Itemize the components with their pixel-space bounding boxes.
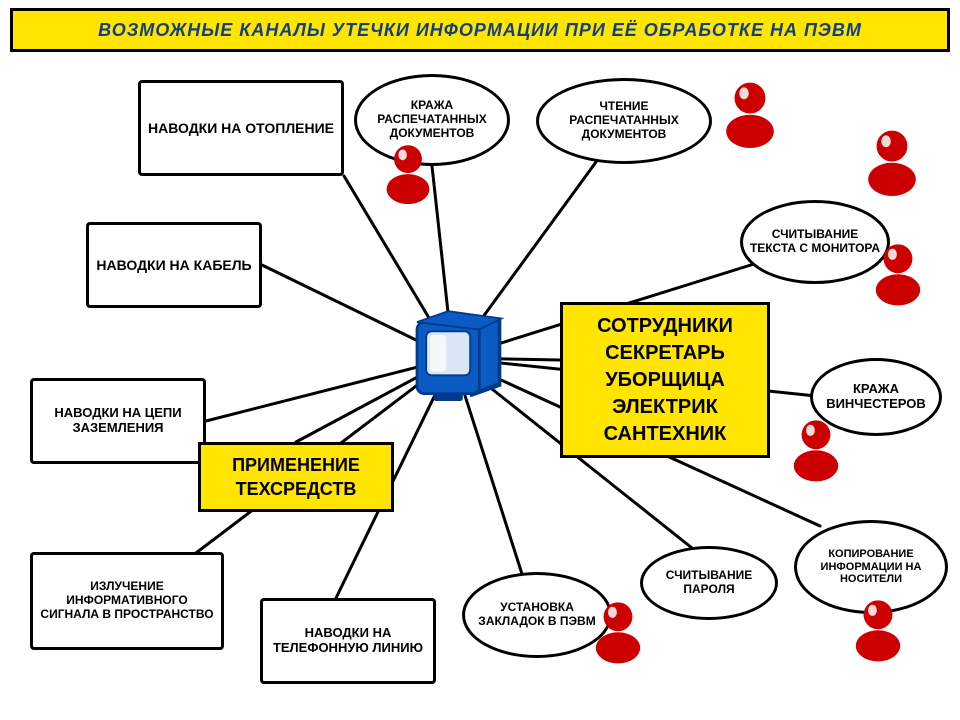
hub-tech: ПРИМЕНЕНИЕ ТЕХСРЕДСТВ — [198, 442, 394, 512]
title-banner: ВОЗМОЖНЫЕ КАНАЛЫ УТЕЧКИ ИНФОРМАЦИИ ПРИ Е… — [10, 8, 950, 52]
node-n-screen: СЧИТЫВАНИЕ ТЕКСТА С МОНИТОРА — [740, 200, 890, 284]
node-n-password: СЧИТЫВАНИЕ ПАРОЛЯ — [640, 546, 778, 620]
person-icon — [381, 142, 435, 204]
node-n-phone: НАВОДКИ НА ТЕЛЕФОННУЮ ЛИНИЮ — [260, 598, 436, 684]
computer-icon — [405, 302, 517, 412]
node-n-heating: НАВОДКИ НА ОТОПЛЕНИЕ — [138, 80, 344, 176]
node-n-cable: НАВОДКИ НА КАБЕЛЬ — [86, 222, 262, 308]
person-icon — [590, 599, 646, 663]
person-icon — [788, 417, 844, 481]
node-n-emi: ИЗЛУЧЕНИЕ ИНФОРМАТИВНОГО СИГНАЛА В ПРОСТ… — [30, 552, 224, 650]
hub-staff: СОТРУДНИКИСЕКРЕТАРЬУБОРЩИЦАЭЛЕКТРИКСАНТЕ… — [560, 302, 770, 458]
person-icon — [720, 79, 780, 148]
node-n-ground: НАВОДКИ НА ЦЕПИ ЗАЗЕМЛЕНИЯ — [30, 378, 206, 464]
node-n-read-docs: ЧТЕНИЕ РАСПЕЧАТАННЫХ ДОКУМЕНТОВ — [536, 78, 712, 164]
person-icon — [862, 127, 922, 196]
person-icon — [870, 241, 926, 305]
person-icon — [850, 597, 906, 661]
